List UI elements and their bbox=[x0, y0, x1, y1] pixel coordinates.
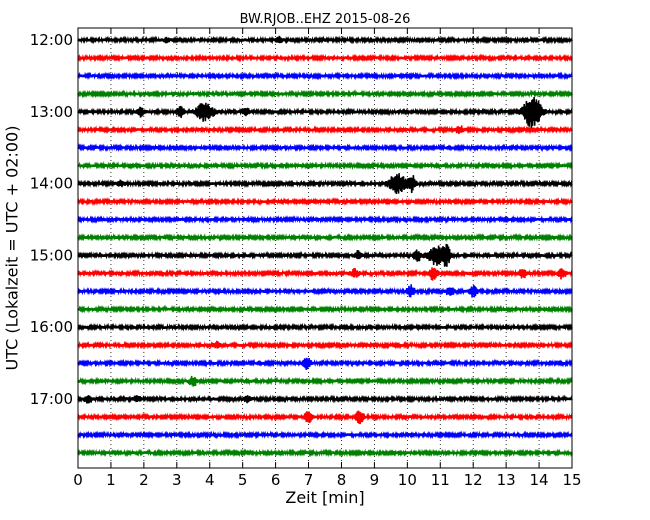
x-tick-label-11: 11 bbox=[431, 471, 450, 489]
trace-1200 bbox=[77, 35, 573, 45]
trace-1345 bbox=[77, 161, 573, 171]
trace-1445 bbox=[77, 232, 573, 242]
trace-1530 bbox=[77, 284, 573, 298]
x-tick-label-3: 3 bbox=[172, 471, 182, 489]
chart-title: BW.RJOB..EHZ 2015-08-26 bbox=[239, 12, 411, 27]
x-tick-label-15: 15 bbox=[562, 471, 581, 489]
trace-1645 bbox=[77, 375, 573, 387]
x-tick-label-0: 0 bbox=[73, 471, 83, 489]
y-axis-label: UTC (Lokalzeit = UTC + 02:00) bbox=[2, 125, 22, 371]
trace-1300 bbox=[77, 96, 573, 130]
y-tick-label-1: 13:00 bbox=[30, 103, 73, 121]
trace-1400 bbox=[77, 173, 573, 195]
x-tick-label-13: 13 bbox=[497, 471, 516, 489]
trace-1430 bbox=[77, 214, 573, 225]
x-tick-label-1: 1 bbox=[106, 471, 116, 489]
trace-1545 bbox=[77, 304, 573, 314]
x-tick-label-12: 12 bbox=[464, 471, 483, 489]
x-tick-label-2: 2 bbox=[139, 471, 149, 489]
trace-1515 bbox=[77, 267, 573, 281]
x-tick-label-8: 8 bbox=[337, 471, 347, 489]
trace-1715 bbox=[77, 410, 573, 425]
trace-1600 bbox=[77, 322, 573, 332]
trace-1500 bbox=[77, 243, 573, 267]
trace-1745 bbox=[77, 448, 573, 458]
y-tick-label-2: 14:00 bbox=[30, 175, 73, 193]
trace-1615 bbox=[77, 340, 573, 350]
x-axis-label: Zeit [min] bbox=[285, 488, 365, 507]
axes-frame bbox=[77, 27, 573, 469]
trace-1230 bbox=[77, 71, 573, 81]
y-tick-label-4: 16:00 bbox=[30, 318, 73, 336]
x-tick-label-5: 5 bbox=[238, 471, 248, 489]
x-tick-label-6: 6 bbox=[271, 471, 281, 489]
x-tick-label-7: 7 bbox=[304, 471, 314, 489]
trace-1700 bbox=[77, 394, 573, 404]
y-tick-label-3: 15:00 bbox=[30, 246, 73, 264]
trace-1245 bbox=[77, 89, 573, 99]
x-tick-label-14: 14 bbox=[530, 471, 549, 489]
trace-1415 bbox=[77, 196, 573, 207]
x-tick-label-9: 9 bbox=[370, 471, 380, 489]
trace-1315 bbox=[77, 125, 573, 135]
x-tick-label-10: 10 bbox=[398, 471, 417, 489]
trace-1730 bbox=[77, 430, 573, 440]
y-tick-label-5: 17:00 bbox=[30, 390, 73, 408]
trace-1215 bbox=[77, 53, 573, 63]
trace-1630 bbox=[77, 357, 573, 370]
x-tick-label-4: 4 bbox=[205, 471, 215, 489]
trace-1330 bbox=[77, 143, 573, 153]
y-tick-label-0: 12:00 bbox=[30, 31, 73, 49]
